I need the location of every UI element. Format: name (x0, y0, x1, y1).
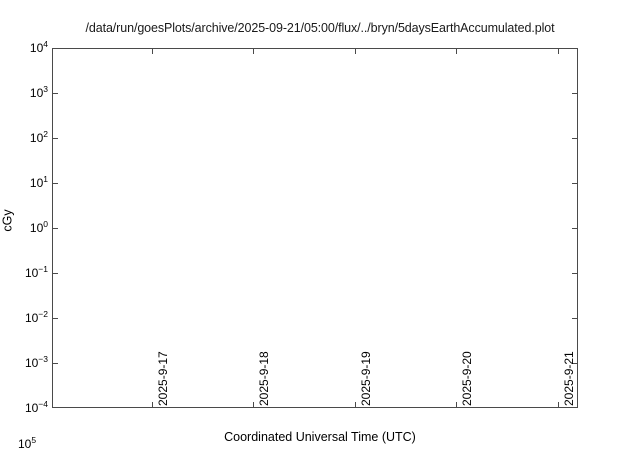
y-tick-mark (572, 183, 578, 184)
y-tick-mark (572, 93, 578, 94)
x-tick-mark (152, 48, 153, 54)
y-tick-mark (52, 273, 58, 274)
y-tick-label: 100 (2, 219, 48, 235)
y-tick-label: 103 (2, 84, 48, 100)
y-tick-exponent: 1 (43, 174, 48, 184)
y-tick-mark (572, 273, 578, 274)
page-title: /data/run/goesPlots/archive/2025-09-21/0… (85, 21, 555, 35)
x-axis-title: Coordinated Universal Time (UTC) (224, 430, 416, 444)
y-tick-mark (572, 138, 578, 139)
y-tick-mantissa: 10 (29, 41, 44, 55)
y-tick-label: 101 (2, 174, 48, 190)
y-tick-mark (572, 363, 578, 364)
y-tick-mantissa: 10 (24, 401, 39, 415)
clipped-label-exponent: 5 (31, 435, 37, 445)
y-axis-tick-labels: 104 103 102 101 100 10−1 10−2 10−3 10−4 (0, 0, 48, 448)
y-tick-mantissa: 10 (29, 176, 44, 190)
y-tick-mark (52, 318, 58, 319)
y-tick-exponent: −4 (38, 399, 48, 409)
y-tick-exponent: 2 (43, 129, 48, 139)
y-tick-exponent: 4 (43, 39, 48, 49)
y-tick-mark (52, 93, 58, 94)
x-tick-mark (355, 48, 356, 54)
y-tick-label: 10−3 (2, 354, 48, 370)
x-tick-mark (456, 48, 457, 54)
y-tick-mantissa: 10 (24, 311, 39, 325)
x-tick-label: 2025-9-19 (359, 351, 373, 406)
y-tick-mark (52, 228, 58, 229)
x-tick-label: 2025-9-17 (156, 351, 170, 406)
y-tick-mark (572, 318, 578, 319)
x-tick-mark (558, 48, 559, 54)
y-tick-exponent: −3 (38, 354, 48, 364)
y-tick-exponent: −2 (38, 309, 48, 319)
y-tick-exponent: 0 (43, 219, 48, 229)
y-tick-mantissa: 10 (29, 86, 44, 100)
y-tick-label: 10−4 (2, 399, 48, 415)
y-tick-mantissa: 10 (24, 356, 39, 370)
x-tick-mark (456, 402, 457, 408)
x-tick-label: 2025-9-20 (460, 351, 474, 406)
x-tick-mark (355, 402, 356, 408)
y-tick-mantissa: 10 (29, 131, 44, 145)
y-tick-exponent: 3 (43, 84, 48, 94)
plot-frame (52, 48, 578, 408)
y-tick-mark (52, 363, 58, 364)
y-tick-mantissa: 10 (29, 221, 44, 235)
x-tick-mark (253, 402, 254, 408)
y-tick-label: 102 (2, 129, 48, 145)
x-tick-mark (253, 48, 254, 54)
x-tick-mark (152, 402, 153, 408)
y-tick-label: 104 (2, 39, 48, 55)
y-axis-title: cGy (0, 209, 15, 232)
x-tick-mark (558, 402, 559, 408)
y-tick-exponent: −1 (38, 264, 48, 274)
clipped-label-mantissa: 10 (18, 437, 32, 451)
y-tick-mark (52, 183, 58, 184)
clipped-y-tick-label: 105 (18, 435, 37, 451)
x-tick-label: 2025-9-18 (257, 351, 271, 406)
y-tick-mark (572, 228, 578, 229)
y-tick-mark (52, 138, 58, 139)
y-tick-label: 10−2 (2, 309, 48, 325)
x-tick-label: 2025-9-21 (562, 351, 576, 406)
y-tick-label: 10−1 (2, 264, 48, 280)
y-tick-mantissa: 10 (24, 266, 39, 280)
